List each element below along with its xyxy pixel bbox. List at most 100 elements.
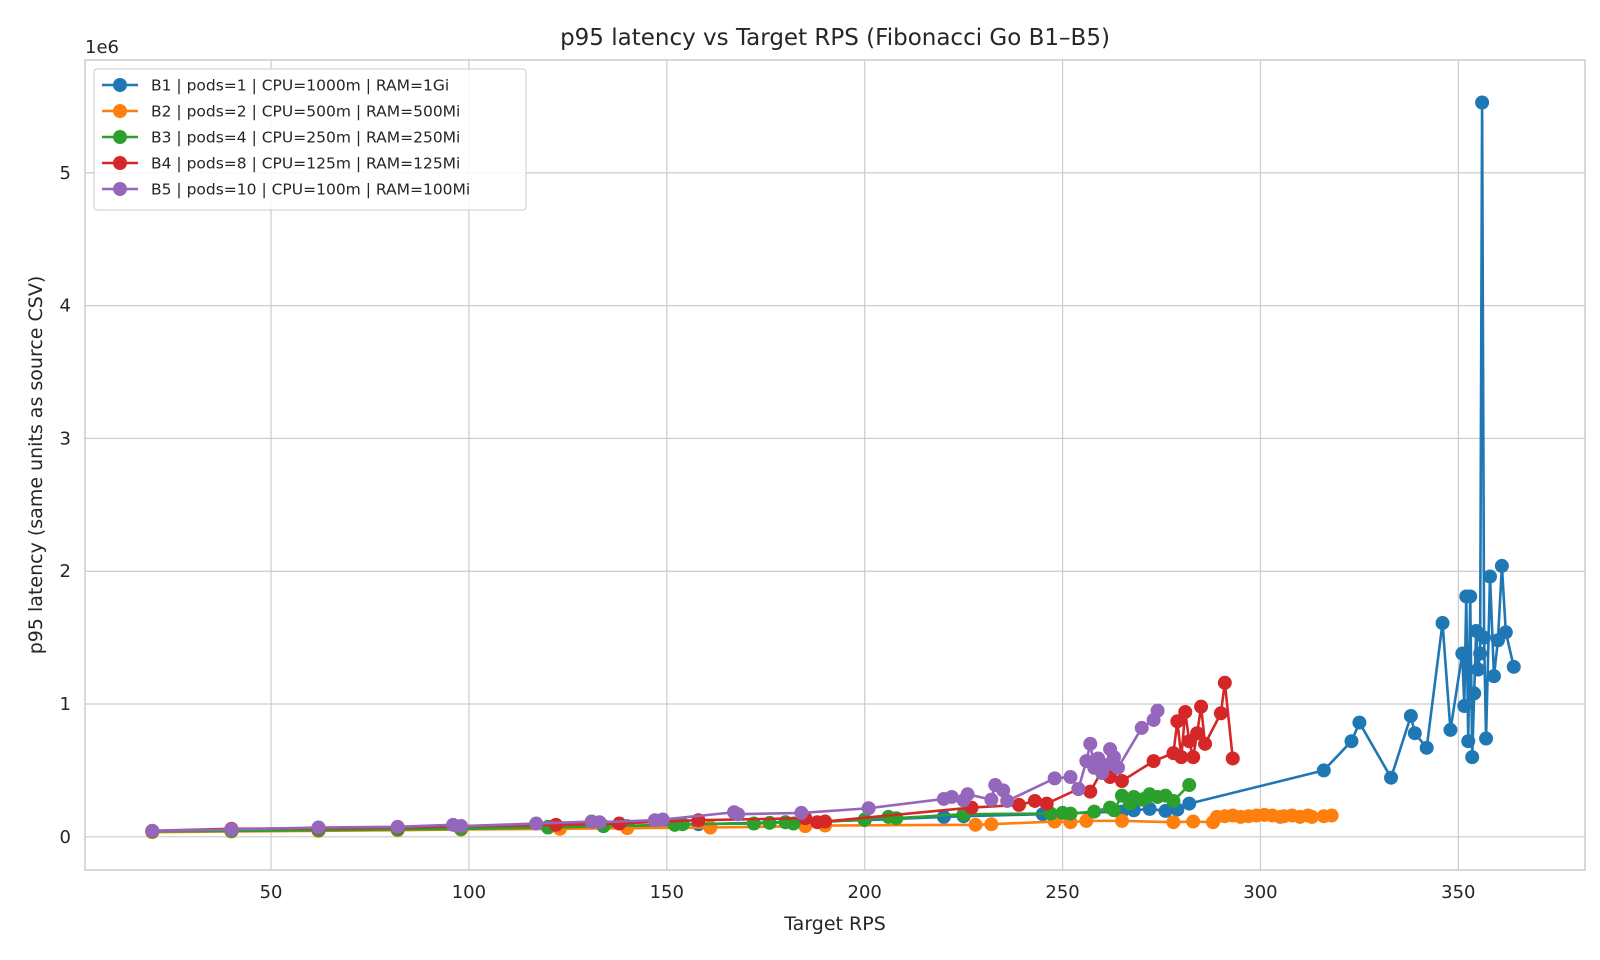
data-point: [1063, 770, 1078, 785]
data-point: [1494, 558, 1509, 573]
data-point: [1477, 630, 1492, 645]
data-point: [1012, 797, 1027, 812]
data-point: [453, 819, 468, 834]
data-point: [1142, 801, 1157, 816]
data-point: [1178, 704, 1193, 719]
data-point: [1190, 726, 1205, 741]
data-point: [1479, 731, 1494, 746]
grid-layer: [85, 60, 1585, 870]
data-point: [1174, 750, 1189, 765]
data-point: [1170, 714, 1185, 729]
data-point: [1107, 803, 1122, 818]
data-point: [1158, 803, 1173, 818]
data-point: [1063, 806, 1078, 821]
data-point: [1225, 751, 1240, 766]
x-tick-label: 250: [1045, 882, 1079, 903]
data-point: [794, 805, 809, 820]
data-point: [1079, 813, 1094, 828]
data-point: [861, 801, 876, 816]
tick-layer: 50 100 150 200 250 300 350 0 1 2 3 4 5: [60, 163, 1476, 903]
data-point: [529, 816, 544, 831]
data-point: [1316, 763, 1331, 778]
data-point: [1473, 646, 1488, 661]
legend-label: B5 | pods=10 | CPU=100m | RAM=100Mi: [151, 181, 470, 199]
legend-item: B3 | pods=4 | CPU=250m | RAM=250Mi: [102, 129, 460, 147]
data-point: [1000, 793, 1015, 808]
data-point: [818, 814, 833, 829]
data-point: [1463, 589, 1478, 604]
y-axis-label: p95 latency (same units as source CSV): [25, 276, 47, 655]
data-point: [1475, 95, 1490, 110]
legend-marker: [113, 104, 127, 118]
data-point: [1110, 760, 1125, 775]
data-point: [1217, 675, 1232, 690]
data-point: [960, 787, 975, 802]
data-point: [1455, 646, 1470, 661]
data-point: [655, 812, 670, 827]
legend-marker: [113, 78, 127, 92]
legend-label: B4 | pods=8 | CPU=125m | RAM=125Mi: [151, 155, 460, 173]
data-point: [1407, 726, 1422, 741]
data-point: [1146, 754, 1161, 769]
series-layer: [145, 95, 1521, 840]
data-point: [1039, 796, 1054, 811]
plot-area-frame: [84, 59, 1586, 871]
data-point: [936, 809, 951, 824]
legend-item: B1 | pods=1 | CPU=1000m | RAM=1Gi: [102, 77, 449, 95]
data-point: [1071, 782, 1086, 796]
y-axis-offset-label: 1e6: [85, 37, 119, 58]
y-tick-label: 2: [60, 561, 71, 582]
data-point: [1461, 734, 1476, 749]
x-tick-label: 100: [452, 882, 486, 903]
legend: B1 | pods=1 | CPU=1000m | RAM=1Gi B2 | po…: [93, 68, 527, 211]
data-point: [1087, 804, 1102, 819]
y-tick-label: 0: [60, 827, 71, 848]
x-tick-label: 50: [260, 882, 283, 903]
data-point: [1182, 778, 1197, 793]
legend-item: B5 | pods=10 | CPU=100m | RAM=100Mi: [102, 181, 470, 199]
data-point: [1186, 750, 1201, 765]
legend-marker: [113, 156, 127, 170]
data-point: [1166, 815, 1181, 830]
data-point: [944, 789, 959, 804]
series-line: [152, 101, 1516, 833]
data-point: [1435, 616, 1450, 631]
data-point: [1027, 793, 1042, 808]
data-point: [857, 812, 872, 827]
data-point: [1465, 750, 1480, 765]
data-point: [968, 817, 983, 832]
data-point: [1304, 809, 1319, 824]
legend-item: B4 | pods=8 | CPU=125m | RAM=125Mi: [102, 155, 460, 173]
data-point: [548, 817, 563, 832]
legend-label: B1 | pods=1 | CPU=1000m | RAM=1Gi: [151, 77, 449, 95]
y-tick-label: 3: [60, 428, 71, 449]
data-point: [1114, 813, 1129, 828]
legend-marker: [113, 130, 127, 144]
legend-label: B3 | pods=4 | CPU=250m | RAM=250Mi: [151, 129, 460, 147]
data-point: [1324, 808, 1339, 823]
data-point: [1134, 720, 1149, 735]
data-point: [1486, 669, 1501, 684]
data-point: [1483, 569, 1498, 584]
x-tick-label: 200: [848, 882, 882, 903]
data-point: [984, 792, 999, 807]
x-tick-label: 150: [650, 882, 684, 903]
legend-marker: [113, 182, 127, 196]
data-point: [1471, 662, 1486, 677]
x-axis-label: Target RPS: [783, 913, 886, 935]
data-point: [1047, 771, 1062, 786]
data-point: [311, 820, 326, 835]
data-point: [1107, 750, 1122, 765]
data-point: [1467, 686, 1482, 701]
data-point: [1443, 722, 1458, 737]
data-point: [1403, 708, 1418, 723]
data-point: [984, 817, 999, 832]
data-point: [145, 823, 160, 838]
data-point: [786, 816, 801, 831]
data-point: [1083, 736, 1098, 751]
series-b5: [145, 703, 1165, 838]
data-point: [224, 822, 239, 837]
legend-item: B2 | pods=2 | CPU=500m | RAM=500Mi: [102, 103, 460, 121]
y-tick-label: 1: [60, 694, 71, 715]
